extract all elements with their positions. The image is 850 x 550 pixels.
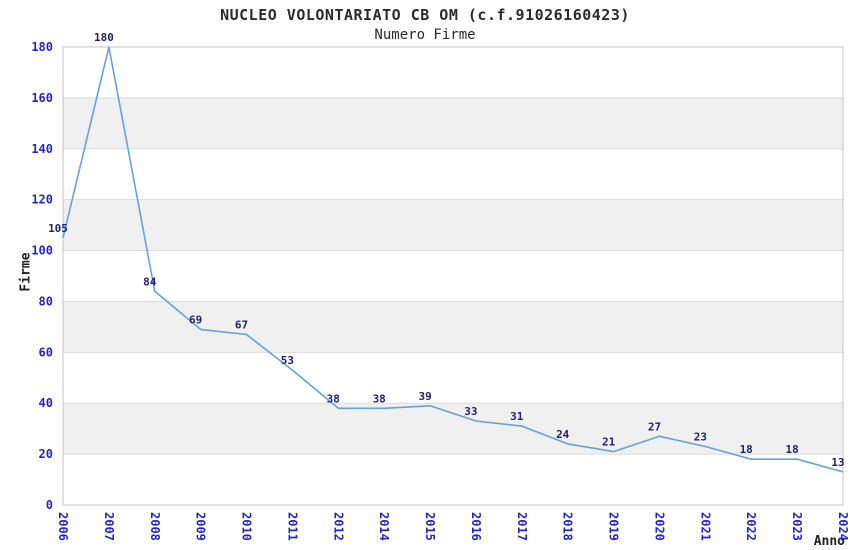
x-tick-label: 2006 <box>56 512 70 541</box>
x-tick-label: 2018 <box>561 512 575 541</box>
data-point-label: 18 <box>740 443 753 456</box>
data-point-label: 31 <box>510 410 524 423</box>
x-tick-label: 2009 <box>194 512 208 541</box>
data-point-label: 23 <box>694 431 707 444</box>
data-point-label: 67 <box>235 319 248 332</box>
y-tick-label: 180 <box>31 40 53 54</box>
x-tick-label: 2014 <box>377 512 391 541</box>
data-point-label: 53 <box>281 354 294 367</box>
data-point-label: 105 <box>48 222 68 235</box>
data-point-label: 84 <box>143 275 157 288</box>
plot-band <box>63 199 843 251</box>
x-tick-label: 2010 <box>240 512 254 541</box>
x-tick-label: 2023 <box>790 512 804 541</box>
x-tick-label: 2021 <box>698 512 712 541</box>
y-tick-label: 40 <box>39 396 53 410</box>
x-tick-label: 2017 <box>515 512 529 541</box>
x-tick-label: 2020 <box>653 512 667 541</box>
data-point-label: 18 <box>785 443 798 456</box>
data-point-label: 39 <box>418 390 431 403</box>
y-tick-label: 80 <box>39 294 53 308</box>
y-tick-label: 160 <box>31 91 53 105</box>
data-point-label: 21 <box>602 436 616 449</box>
y-tick-label: 120 <box>31 193 53 207</box>
x-tick-label: 2022 <box>744 512 758 541</box>
y-tick-label: 0 <box>46 498 53 512</box>
chart-subtitle: Numero Firme <box>374 27 476 43</box>
data-point-label: 180 <box>94 31 114 44</box>
y-tick-label: 140 <box>31 142 53 156</box>
x-tick-label: 2012 <box>331 512 345 541</box>
x-tick-label: 2011 <box>285 512 299 541</box>
plot-band <box>63 301 843 353</box>
plot-band <box>63 97 843 149</box>
data-point-label: 69 <box>189 313 202 326</box>
x-tick-label: 2024 <box>836 512 850 541</box>
y-tick-label: 60 <box>39 345 53 359</box>
data-point-label: 13 <box>831 456 844 469</box>
data-point-label: 27 <box>648 420 661 433</box>
y-tick-label: 100 <box>31 244 53 258</box>
plot-band <box>63 403 843 455</box>
chart-title: NUCLEO VOLONTARIATO CB OM (c.f.910261604… <box>220 6 630 24</box>
x-tick-label: 2008 <box>148 512 162 541</box>
data-point-label: 38 <box>327 392 340 405</box>
x-tick-label: 2019 <box>607 512 621 541</box>
x-tick-label: 2016 <box>469 512 483 541</box>
data-point-label: 24 <box>556 428 570 441</box>
data-point-label: 33 <box>464 405 477 418</box>
data-point-label: 38 <box>373 392 386 405</box>
plot-border <box>62 46 844 506</box>
x-tick-label: 2007 <box>102 512 116 541</box>
x-axis-title: Anno <box>813 534 845 549</box>
data-line <box>62 46 844 473</box>
y-tick-label: 20 <box>39 447 53 461</box>
x-tick-label: 2015 <box>423 512 437 541</box>
